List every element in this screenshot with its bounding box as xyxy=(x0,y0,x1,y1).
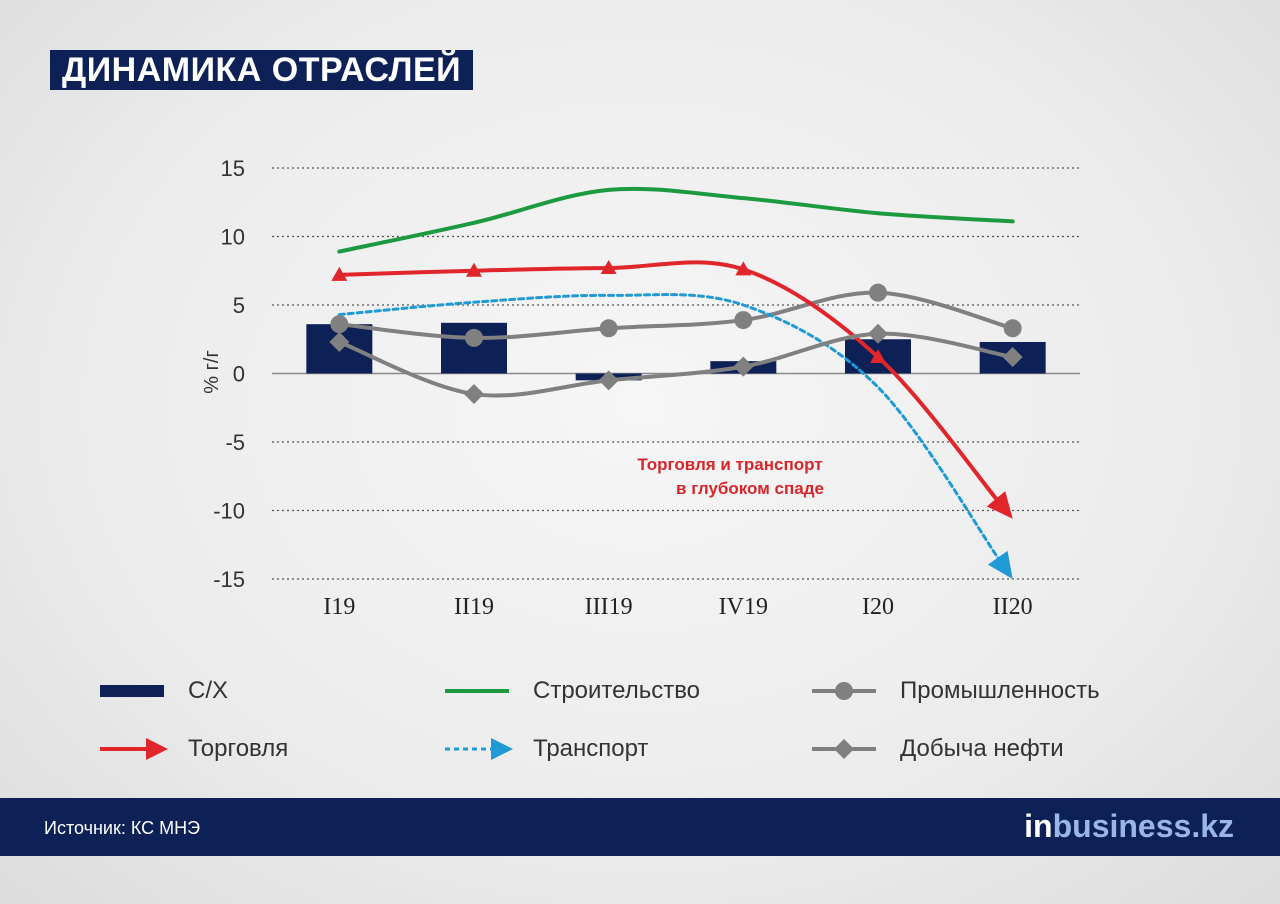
legend-bar-swatch xyxy=(100,685,164,697)
legend-item-transport: Транспорт xyxy=(445,734,648,764)
legend-label-trade: Торговля xyxy=(188,735,289,762)
legend-item-oil: Добыча нефти xyxy=(812,734,1064,764)
data-point-marker xyxy=(331,266,348,281)
legend-arrow-swatch xyxy=(100,738,168,760)
data-point-marker xyxy=(870,349,886,364)
y-tick-label: -15 xyxy=(213,567,245,592)
data-point-marker xyxy=(466,262,482,277)
data-point-marker xyxy=(464,384,484,405)
y-tick-label: 5 xyxy=(233,293,245,318)
footer-bar: Источник: КС МНЭ inbusiness.kz xyxy=(0,798,1280,856)
legend-dashed-arrow-swatch xyxy=(445,738,513,760)
legend-item-trade: Торговля xyxy=(100,734,288,764)
data-point-marker xyxy=(868,323,888,344)
x-tick-label: IV19 xyxy=(719,594,768,620)
line-series xyxy=(337,186,1015,565)
legend-item-construction: Строительство xyxy=(445,676,700,706)
legend-arrow-mark xyxy=(146,738,168,760)
legend-diamond-mark xyxy=(834,739,854,759)
chart-axes: 15 10 5 0 -5 -10 -15 I19 II19 III19 IV19 I20 II20 xyxy=(213,156,1032,620)
data-point-marker xyxy=(465,328,483,347)
legend-item-industry: Промышленность xyxy=(812,676,1100,706)
data-point-marker xyxy=(869,283,887,302)
brand-logo: inbusiness.kz xyxy=(1024,808,1234,845)
legend-arrow-mark xyxy=(491,738,513,760)
legend-item-sx: С/Х xyxy=(100,676,228,706)
data-point-marker xyxy=(733,356,754,377)
legend-label-transport: Транспорт xyxy=(533,735,649,762)
data-point-marker xyxy=(330,315,349,334)
y-axis-label: % г/г xyxy=(201,350,223,394)
legend-diamond-swatch xyxy=(812,739,876,759)
legend-bar-mark xyxy=(100,685,164,697)
brand-logo-rest: business.kz xyxy=(1052,808,1234,844)
series-arrowhead xyxy=(986,491,1013,519)
data-point-marker xyxy=(734,311,753,330)
legend-label-construction: Строительство xyxy=(533,677,701,704)
data-point-marker xyxy=(600,260,617,275)
data-point-marker xyxy=(598,370,619,391)
page-title: ДИНАМИКА ОТРАСЛЕЙ xyxy=(50,50,474,90)
bar-series-sx xyxy=(306,322,1046,381)
legend-label-sx: С/Х xyxy=(188,677,229,704)
x-tick-label: II19 xyxy=(454,594,494,620)
series-line xyxy=(337,260,1002,506)
x-tick-label: II20 xyxy=(993,594,1033,620)
series-line xyxy=(337,186,1015,254)
y-tick-label: -5 xyxy=(225,430,245,455)
legend-label-industry: Промышленность xyxy=(900,677,1100,704)
brand-logo-in: in xyxy=(1024,808,1053,844)
chart: 15 10 5 0 -5 -10 -15 I19 II19 III19 IV19 I20 II20 % … xyxy=(201,156,1080,620)
series-line xyxy=(337,331,1015,398)
series-arrowhead xyxy=(987,550,1013,579)
data-point-marker xyxy=(599,319,618,338)
annotation-line-1: Торговля и транспорт xyxy=(637,455,822,474)
series-line xyxy=(337,290,1015,340)
x-tick-label: III19 xyxy=(585,594,633,620)
annotation-line-2: в глубоком спаде xyxy=(676,479,824,498)
y-tick-label: -10 xyxy=(213,499,245,524)
data-point-marker xyxy=(735,261,752,276)
x-tick-label: I20 xyxy=(862,594,894,620)
legend-label-oil: Добыча нефти xyxy=(900,735,1064,762)
series-line xyxy=(337,293,1003,565)
series-markers xyxy=(329,260,1023,579)
x-tick-label: I19 xyxy=(323,594,355,620)
legend-circle-swatch xyxy=(812,682,876,700)
y-tick-label: 10 xyxy=(221,225,245,250)
data-point-marker xyxy=(329,331,350,352)
source-text: Источник: КС МНЭ xyxy=(44,818,201,838)
legend-circle-mark xyxy=(835,682,853,700)
y-tick-label: 0 xyxy=(233,362,245,387)
data-point-marker xyxy=(1002,347,1023,368)
legend-line-swatch xyxy=(445,689,509,693)
data-point-marker xyxy=(1003,319,1022,338)
y-tick-label: 15 xyxy=(221,156,245,181)
